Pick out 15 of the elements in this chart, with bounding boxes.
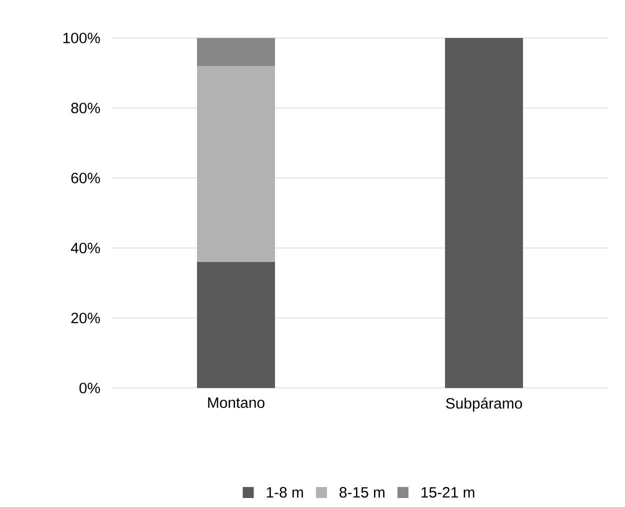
bar [445, 38, 524, 388]
y-tick-label: 20% [71, 312, 100, 324]
bar [197, 262, 276, 388]
legend-label: 8-15 m [340, 487, 384, 498]
y-tick-label: 40% [70, 242, 100, 254]
y-tick-label: 60% [71, 172, 100, 184]
legend-label: 1-8 m [266, 487, 303, 498]
bar [197, 38, 276, 66]
bar [197, 66, 276, 262]
y-tick-label: 100% [63, 32, 100, 44]
y-tick-label: 0% [79, 382, 100, 394]
y-tick-label: 80% [71, 102, 100, 114]
legend-label: 15-21 m [422, 487, 474, 498]
x-tick-label: Subpáramo [446, 398, 522, 412]
x-tick-label: Montano [208, 398, 264, 408]
